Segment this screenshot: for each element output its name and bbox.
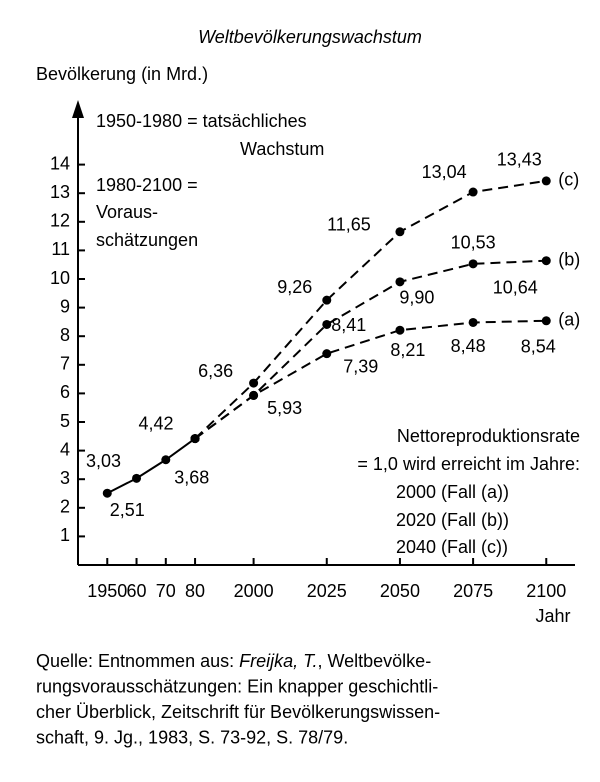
data-point xyxy=(132,473,142,483)
legend-label: (a) xyxy=(558,310,580,330)
data-point xyxy=(249,378,259,388)
annotation: Nettoreproduktionsrate xyxy=(397,426,580,446)
y-tick-label: 5 xyxy=(60,411,70,431)
value-label: 8,21 xyxy=(390,340,425,360)
data-point xyxy=(541,176,551,186)
y-tick-label: 1 xyxy=(60,525,70,545)
y-tick-label: 3 xyxy=(60,468,70,488)
annotation: Voraus- xyxy=(96,202,158,222)
x-tick-label: 70 xyxy=(156,581,176,601)
value-label: 10,64 xyxy=(493,277,538,297)
source-text: schaft, 9. Jg., 1983, S. 73-92, S. 78/79… xyxy=(36,727,348,747)
x-tick-label: 2100 xyxy=(526,581,566,601)
x-tick-label: 2050 xyxy=(380,581,420,601)
x-tick-label: 60 xyxy=(127,581,147,601)
source-line: rungsvorausschätzungen: Ein knapper gesc… xyxy=(36,676,438,696)
data-point xyxy=(468,259,478,269)
data-point xyxy=(468,317,478,327)
legend-label: (b) xyxy=(558,249,580,269)
annotation: 2040 (Fall (c)) xyxy=(396,537,508,557)
source-text: Quelle: Entnommen aus: xyxy=(36,651,239,671)
value-label: 9,26 xyxy=(277,277,312,297)
value-label: 9,90 xyxy=(399,288,434,308)
y-tick-label: 9 xyxy=(60,296,70,316)
data-point xyxy=(395,277,405,287)
value-label: 7,39 xyxy=(343,356,378,376)
y-tick-label: 13 xyxy=(50,182,70,202)
data-point xyxy=(468,187,478,197)
series-line xyxy=(194,179,547,440)
x-tick-label: 2000 xyxy=(234,581,274,601)
y-tick-label: 14 xyxy=(50,153,70,173)
data-point xyxy=(541,316,551,326)
value-label: 10,53 xyxy=(451,233,496,253)
source-text: rungsvorausschätzungen: Ein knapper gesc… xyxy=(36,676,438,696)
source-line: schaft, 9. Jg., 1983, S. 73-92, S. 78/79… xyxy=(36,727,348,747)
source-line: Quelle: Entnommen aus: Freijka, T., Welt… xyxy=(36,651,431,671)
data-point xyxy=(322,295,332,305)
value-label: 8,48 xyxy=(451,336,486,356)
source-text: , Weltbevölke- xyxy=(317,651,431,671)
source-text: Freijka, T. xyxy=(239,651,317,671)
value-label: 3,68 xyxy=(174,468,209,488)
data-point xyxy=(322,349,332,359)
x-tick-label: 2075 xyxy=(453,581,493,601)
value-label: 2,51 xyxy=(110,500,145,520)
value-label: 5,93 xyxy=(267,398,302,418)
y-axis-arrow xyxy=(72,100,84,118)
y-tick-label: 6 xyxy=(60,382,70,402)
data-point xyxy=(161,455,171,465)
data-point xyxy=(249,390,259,400)
value-label: 11,65 xyxy=(327,215,371,235)
y-tick-label: 7 xyxy=(60,354,70,374)
data-point xyxy=(395,227,405,237)
annotation: Wachstum xyxy=(240,139,324,159)
annotation: 2020 (Fall (b)) xyxy=(396,510,509,530)
x-tick-label: 1950 xyxy=(87,581,127,601)
series-line xyxy=(106,437,196,495)
value-label: 3,03 xyxy=(86,451,121,471)
annotation: 2000 (Fall (a)) xyxy=(396,482,509,502)
legend-label: (c) xyxy=(558,170,579,190)
data-point xyxy=(395,325,405,335)
value-label: 13,43 xyxy=(497,150,542,170)
series-line xyxy=(194,319,547,440)
annotation: 1980-2100 = xyxy=(96,175,198,195)
x-tick-label: 2025 xyxy=(307,581,347,601)
data-point xyxy=(102,488,112,498)
y-tick-label: 11 xyxy=(51,239,70,259)
data-point xyxy=(322,319,332,329)
annotation: 1950-1980 = tatsächliches xyxy=(96,111,307,131)
source-line: cher Überblick, Zeitschrift für Bevölker… xyxy=(36,702,440,722)
value-label: 8,54 xyxy=(521,337,556,357)
series-line xyxy=(194,259,547,440)
value-label: 4,42 xyxy=(139,413,174,433)
data-point xyxy=(541,256,551,266)
y-tick-label: 2 xyxy=(60,497,70,517)
x-tick-label: 80 xyxy=(185,581,205,601)
value-label: 13,04 xyxy=(422,162,467,182)
annotation: = 1,0 wird erreicht im Jahre: xyxy=(357,454,580,474)
y-tick-label: 12 xyxy=(50,211,70,231)
chart-title: Weltbevölkerungswachstum xyxy=(198,27,422,47)
y-tick-label: 10 xyxy=(50,268,70,288)
annotation: schätzungen xyxy=(96,230,198,250)
y-axis-label: Bevölkerung (in Mrd.) xyxy=(36,64,208,84)
y-tick-label: 4 xyxy=(60,439,70,459)
x-axis-label: Jahr xyxy=(535,606,570,626)
y-tick-label: 8 xyxy=(60,325,70,345)
value-label: 6,36 xyxy=(198,361,233,381)
value-label: 8,41 xyxy=(331,315,366,335)
source-text: cher Überblick, Zeitschrift für Bevölker… xyxy=(36,702,440,722)
data-point xyxy=(190,434,200,444)
